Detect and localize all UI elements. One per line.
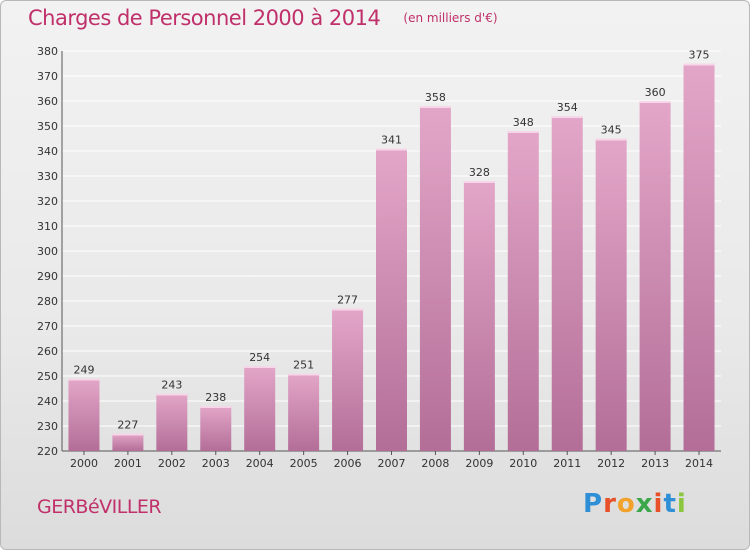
data-label-2005: 251	[293, 359, 314, 372]
chart-title: Charges de Personnel 2000 à 2014	[28, 6, 381, 30]
y-tick-label: 340	[37, 145, 58, 158]
label-layer: 220 230 240 250 260 270 280 290 300 310 320 330 340 3…	[37, 45, 713, 470]
x-tick-label-2007: 2007	[378, 457, 406, 470]
bar-layer	[68, 63, 715, 451]
bar-2001	[112, 433, 144, 451]
bar-2007	[376, 148, 407, 451]
data-label-2011: 354	[557, 101, 578, 114]
x-tick-label-2014: 2014	[685, 457, 713, 470]
y-tick-label: 370	[37, 70, 58, 83]
bar-2003	[200, 406, 232, 451]
logo-letter: t	[663, 489, 677, 519]
y-tick-label: 230	[37, 420, 58, 433]
logo-letter: r	[603, 489, 617, 519]
x-tick-label-2011: 2011	[553, 457, 581, 470]
data-label-2002: 243	[161, 379, 182, 392]
x-tick-label-2009: 2009	[465, 457, 493, 470]
x-tick-label-2002: 2002	[158, 457, 186, 470]
y-tick-label: 310	[37, 220, 58, 233]
logo-letter: i	[676, 489, 687, 519]
data-label-2009: 328	[469, 166, 490, 179]
title-row: Charges de Personnel 2000 à 2014 (en mil…	[28, 6, 498, 30]
data-label-2003: 238	[205, 391, 226, 404]
logo-letter: x	[635, 489, 654, 519]
bar-2011	[551, 116, 583, 451]
y-tick-label: 300	[37, 245, 58, 258]
data-label-2000: 249	[73, 364, 94, 377]
y-tick-label: 350	[37, 120, 58, 133]
y-tick-label: 220	[37, 445, 58, 458]
x-tick-label-2001: 2001	[114, 457, 142, 470]
x-tick-label-2005: 2005	[290, 457, 318, 470]
x-tick-label-2010: 2010	[509, 457, 537, 470]
commune-name: GERBéVILLER	[37, 496, 162, 518]
y-tick-label: 240	[37, 395, 58, 408]
bar-2005	[288, 373, 320, 451]
data-label-2013: 360	[645, 86, 666, 99]
bar-2010	[507, 131, 539, 451]
x-tick-label-2012: 2012	[597, 457, 625, 470]
logo-letter: o	[616, 489, 636, 519]
bar-2002	[156, 393, 188, 451]
data-label-2001: 227	[117, 419, 138, 432]
bar-2014	[683, 63, 715, 451]
bar-2009	[463, 181, 495, 451]
x-tick-label-2000: 2000	[70, 457, 98, 470]
logo-letter: i	[653, 489, 664, 519]
bar-2000	[68, 378, 100, 451]
y-tick-label: 360	[37, 95, 58, 108]
data-label-2004: 254	[249, 351, 270, 364]
y-tick-label: 260	[37, 345, 58, 358]
y-tick-label: 270	[37, 320, 58, 333]
bar-2006	[332, 308, 364, 451]
y-tick-label: 380	[37, 45, 58, 58]
data-label-2006: 277	[337, 294, 358, 307]
x-tick-label-2004: 2004	[246, 457, 274, 470]
y-tick-label: 280	[37, 295, 58, 308]
bar-2013	[639, 101, 671, 451]
data-label-2012: 345	[601, 124, 622, 137]
bar-2008	[419, 106, 451, 451]
x-tick-label-2008: 2008	[421, 457, 449, 470]
x-tick-label-2013: 2013	[641, 457, 669, 470]
y-tick-label: 250	[37, 370, 58, 383]
data-label-2010: 348	[513, 116, 534, 129]
data-label-2008: 358	[425, 91, 446, 104]
logo-letter: P	[583, 489, 604, 519]
y-tick-label: 320	[37, 195, 58, 208]
x-tick-label-2006: 2006	[334, 457, 362, 470]
y-tick-label: 290	[37, 270, 58, 283]
proxiti-logo: Proxiti	[583, 489, 687, 519]
data-label-2007: 341	[381, 134, 402, 147]
x-tick-label-2003: 2003	[202, 457, 230, 470]
bar-2012	[595, 138, 627, 451]
y-tick-label: 330	[37, 170, 58, 183]
chart-subtitle: (en milliers d'€)	[403, 11, 498, 25]
bar-2004	[244, 366, 276, 451]
data-label-2014: 375	[689, 49, 710, 62]
